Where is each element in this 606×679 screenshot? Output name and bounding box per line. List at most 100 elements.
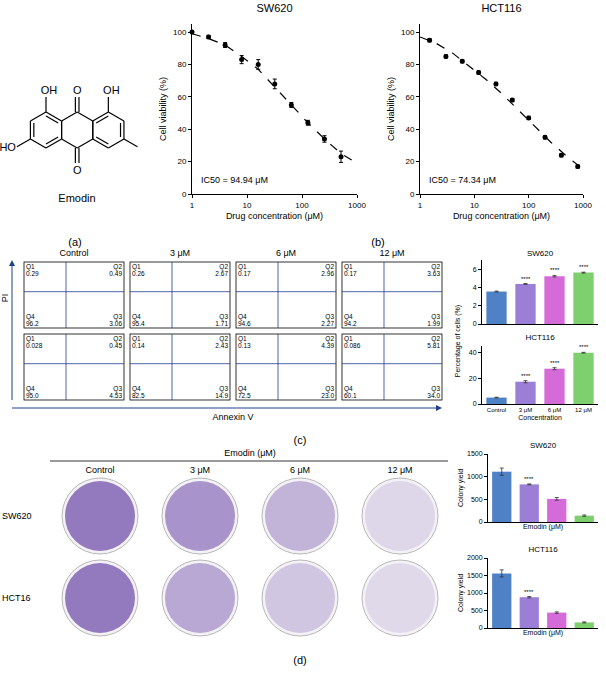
svg-text:60: 60 <box>405 93 414 102</box>
svg-text:6 μM: 6 μM <box>290 465 310 475</box>
svg-text:20: 20 <box>405 157 414 166</box>
svg-text:1000: 1000 <box>467 589 483 596</box>
svg-text:100: 100 <box>173 28 187 37</box>
svg-text:0.29: 0.29 <box>26 270 39 277</box>
svg-text:6: 6 <box>473 266 477 273</box>
svg-text:Drug concentration (μM): Drug concentration (μM) <box>226 211 323 221</box>
svg-text:Control: Control <box>59 248 88 258</box>
svg-text:Control: Control <box>487 407 506 413</box>
svg-text:94.6: 94.6 <box>238 320 251 327</box>
svg-text:0.086: 0.086 <box>344 342 361 349</box>
svg-text:96.2: 96.2 <box>26 320 39 327</box>
svg-text:100: 100 <box>401 28 415 37</box>
svg-text:1: 1 <box>190 201 195 210</box>
svg-text:80: 80 <box>177 60 186 69</box>
svg-text:60.1: 60.1 <box>344 392 357 399</box>
svg-text:PI: PI <box>0 294 10 303</box>
svg-text:2.67: 2.67 <box>215 270 228 277</box>
svg-text:OH: OH <box>41 84 58 96</box>
svg-text:80: 80 <box>405 60 414 69</box>
svg-text:2.27: 2.27 <box>321 320 334 327</box>
svg-text:0.49: 0.49 <box>109 270 122 277</box>
svg-text:82.5: 82.5 <box>132 392 145 399</box>
svg-text:0: 0 <box>479 518 483 525</box>
svg-text:****: **** <box>579 264 589 270</box>
svg-text:500: 500 <box>471 607 483 614</box>
svg-text:SW620: SW620 <box>527 249 554 258</box>
svg-text:10: 10 <box>243 201 252 210</box>
svg-text:HCT116: HCT116 <box>525 333 555 342</box>
svg-text:Emodin (μM): Emodin (μM) <box>224 448 276 458</box>
svg-text:0: 0 <box>182 190 187 199</box>
svg-text:0: 0 <box>473 320 477 327</box>
svg-text:3.63: 3.63 <box>427 270 440 277</box>
svg-text:SW620: SW620 <box>2 511 32 521</box>
svg-text:Cell viability (%): Cell viability (%) <box>386 77 396 141</box>
svg-text:2000: 2000 <box>467 554 483 561</box>
svg-text:OH: OH <box>103 84 120 96</box>
svg-text:10: 10 <box>470 201 479 210</box>
svg-text:HO: HO <box>0 141 16 153</box>
svg-text:12 μM: 12 μM <box>379 248 404 258</box>
svg-text:40: 40 <box>405 125 414 134</box>
svg-text:34.0: 34.0 <box>427 392 440 399</box>
svg-text:0: 0 <box>410 190 415 199</box>
svg-text:72.5: 72.5 <box>238 392 251 399</box>
svg-text:14.9: 14.9 <box>215 392 228 399</box>
svg-text:Cell viability (%): Cell viability (%) <box>158 77 168 141</box>
svg-text:0: 0 <box>479 624 483 631</box>
svg-text:0.45: 0.45 <box>109 342 122 349</box>
svg-text:40: 40 <box>469 349 477 356</box>
svg-text:0.17: 0.17 <box>344 270 357 277</box>
svg-text:HCT16: HCT16 <box>2 593 31 603</box>
svg-text:0.14: 0.14 <box>132 342 145 349</box>
svg-text:1000: 1000 <box>574 201 592 210</box>
svg-text:94.2: 94.2 <box>344 320 357 327</box>
svg-text:IC50 = 74.34 μM: IC50 = 74.34 μM <box>429 175 496 185</box>
svg-text:23.0: 23.0 <box>321 392 334 399</box>
svg-text:O: O <box>73 164 82 176</box>
svg-text:0.26: 0.26 <box>132 270 145 277</box>
svg-text:SW620: SW620 <box>530 441 557 450</box>
svg-text:4: 4 <box>473 284 477 291</box>
svg-text:20: 20 <box>469 375 477 382</box>
svg-text:0: 0 <box>473 400 477 407</box>
svg-text:100: 100 <box>295 201 309 210</box>
svg-text:1.71: 1.71 <box>215 320 228 327</box>
svg-text:Drug concentration (μM): Drug concentration (μM) <box>453 211 550 221</box>
svg-text:****: **** <box>524 476 534 482</box>
svg-text:2.43: 2.43 <box>215 342 228 349</box>
svg-text:****: **** <box>521 373 531 379</box>
svg-text:3 μM: 3 μM <box>190 465 210 475</box>
svg-text:HCT116: HCT116 <box>481 2 521 14</box>
svg-text:3.06: 3.06 <box>109 320 122 327</box>
svg-text:****: **** <box>550 267 560 273</box>
svg-text:1: 1 <box>418 201 423 210</box>
svg-text:12 μM: 12 μM <box>575 407 592 413</box>
svg-text:1500: 1500 <box>467 572 483 579</box>
svg-text:HCT116: HCT116 <box>528 545 558 554</box>
svg-text:0.17: 0.17 <box>238 270 251 277</box>
svg-text:4.53: 4.53 <box>109 392 122 399</box>
svg-text:1500: 1500 <box>467 450 483 457</box>
svg-text:Emodin: Emodin <box>58 192 95 204</box>
svg-text:5.81: 5.81 <box>427 342 440 349</box>
svg-text:1000: 1000 <box>348 201 366 210</box>
svg-text:0.13: 0.13 <box>238 342 251 349</box>
svg-text:12 μM: 12 μM <box>387 465 412 475</box>
svg-text:100: 100 <box>522 201 536 210</box>
svg-text:6 μM: 6 μM <box>276 248 296 258</box>
svg-text:3 μM: 3 μM <box>170 248 190 258</box>
svg-text:60: 60 <box>177 93 186 102</box>
svg-text:20: 20 <box>177 157 186 166</box>
svg-text:Concentration: Concentration <box>518 414 562 421</box>
svg-text:****: **** <box>579 344 589 350</box>
svg-text:Emodin (μM): Emodin (μM) <box>523 629 563 637</box>
svg-text:IC50 = 94.94 μM: IC50 = 94.94 μM <box>201 175 268 185</box>
svg-text:O: O <box>73 84 82 96</box>
svg-text:****: **** <box>521 276 531 282</box>
svg-text:Colony yield: Colony yield <box>457 574 465 612</box>
svg-text:****: **** <box>550 360 560 366</box>
svg-text:95.0: 95.0 <box>26 392 39 399</box>
svg-text:****: **** <box>524 589 534 595</box>
